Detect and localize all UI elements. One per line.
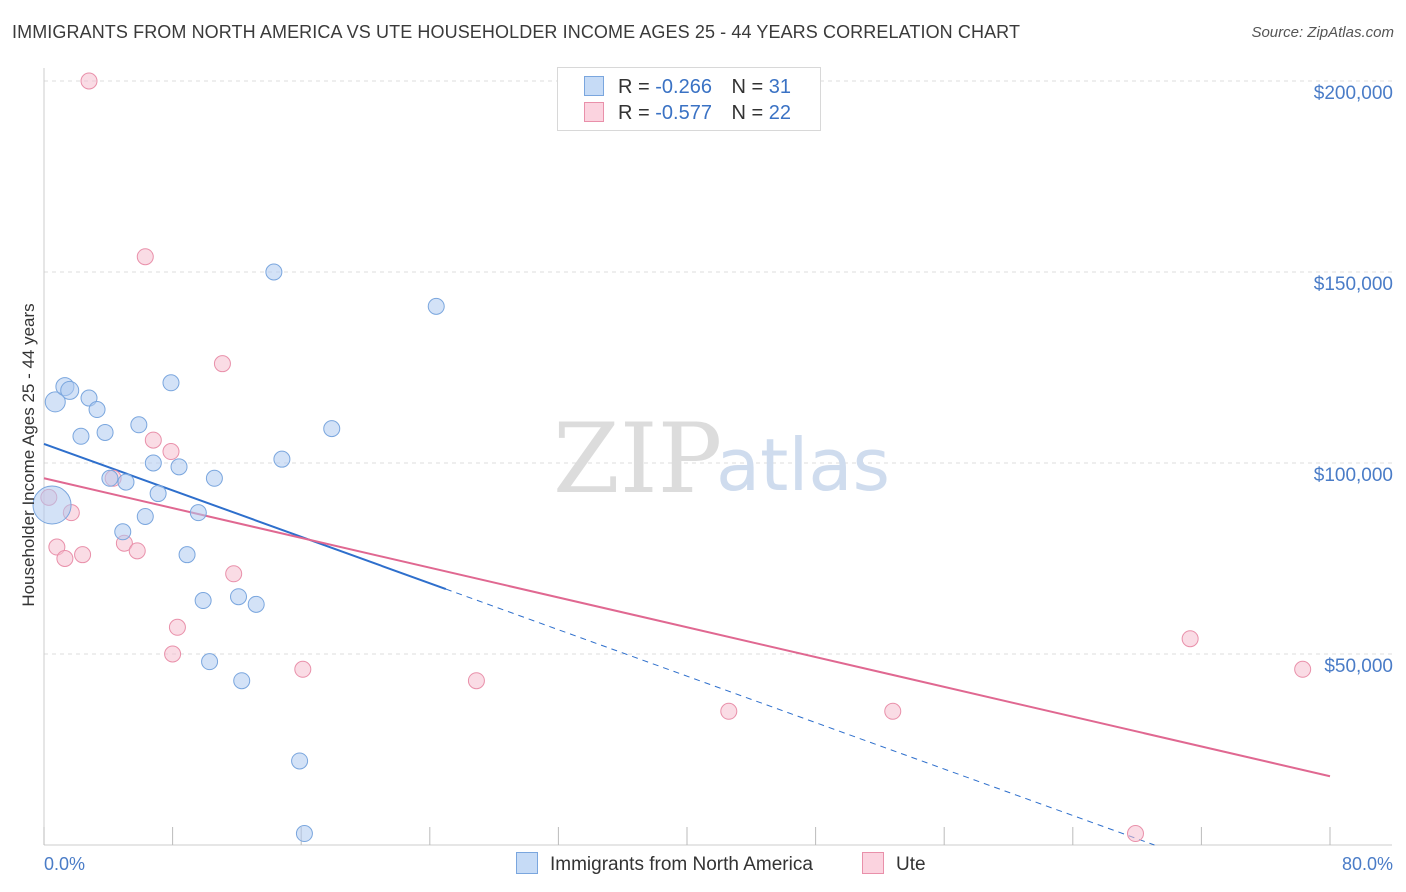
legend: R = -0.266 N = 31 R = -0.577 N = 22	[557, 67, 821, 131]
chart-title: IMMIGRANTS FROM NORTH AMERICA VS UTE HOU…	[12, 22, 1021, 42]
y-tick-label-0: $50,000	[1324, 656, 1393, 677]
immigrants-point-25	[273, 450, 291, 468]
ute-point-17	[467, 672, 485, 690]
ute-point-20	[1126, 825, 1144, 843]
immigrants-point-20	[205, 469, 223, 487]
ute-point-11	[162, 443, 180, 461]
bottom-legend-label-immigrants: Immigrants from North America	[550, 854, 813, 875]
ute-point-10	[144, 431, 162, 449]
legend-n-value-2: 22	[768, 102, 792, 124]
legend-n-label-2: N =	[731, 102, 764, 124]
immigrants-point-27	[295, 825, 313, 843]
legend-swatch-ute	[584, 102, 604, 122]
immigrants-point-11	[136, 507, 154, 525]
ute-point-9	[136, 248, 154, 266]
trend-line-immigrants-extension	[445, 588, 1155, 846]
y-tick-label-2: $150,000	[1314, 274, 1393, 295]
bottom-legend-immigrants: Immigrants from North America	[516, 852, 813, 876]
immigrants-point-12	[144, 454, 162, 472]
ute-point-12	[164, 645, 182, 663]
legend-r-label-2: R =	[618, 102, 650, 124]
trend-lines	[43, 442, 1331, 846]
immigrants-point-18	[194, 592, 212, 610]
y-tick-label-1: $100,000	[1314, 465, 1393, 486]
grid-lines	[44, 80, 1392, 655]
y-tick-labels: $50,000 $100,000 $150,000 $200,000	[1314, 83, 1393, 677]
watermark-atlas: atlas	[716, 423, 890, 507]
immigrants-point-4	[72, 427, 90, 445]
bottom-legend-label-ute: Ute	[896, 854, 926, 875]
ute-point-8	[128, 542, 146, 560]
trend-line-ute	[43, 477, 1331, 778]
ute-point-5	[80, 72, 98, 90]
watermark-zip: ZIP	[553, 403, 722, 515]
immigrants-point-8	[101, 469, 119, 487]
source-label: Source: ZipAtlas.com	[1251, 24, 1394, 41]
x-tick-labels: 0.0% 80.0%	[44, 854, 1393, 874]
watermark: ZIP atlas	[553, 403, 890, 515]
legend-swatch-immigrants	[584, 76, 604, 96]
immigrants-point-13	[149, 485, 167, 503]
legend-n-value-1: 31	[768, 76, 792, 98]
legend-row-immigrants: R = -0.266 N = 31	[584, 76, 791, 100]
x-tick-label-0: 0.0%	[44, 854, 85, 874]
immigrants-point-10	[130, 416, 148, 434]
immigrants-point-3	[60, 380, 80, 400]
ute-point-21	[1181, 630, 1199, 648]
immigrants-point-9	[117, 473, 135, 491]
ute-point-18	[720, 702, 738, 720]
data-points	[32, 72, 1312, 843]
immigrants-point-29	[427, 297, 445, 315]
immigrants-point-7	[96, 423, 114, 441]
bottom-legend-swatch-immigrants	[516, 852, 538, 874]
immigrants-point-6	[88, 401, 106, 419]
ute-point-2	[56, 550, 74, 567]
immigrants-point-16	[178, 546, 196, 564]
immigrants-point-30	[114, 523, 132, 541]
legend-r-value-2: -0.577	[655, 102, 712, 124]
y-axis-label: Householder Income Ages 25 - 44 years	[19, 303, 38, 606]
ute-point-13	[168, 618, 186, 636]
immigrants-point-1	[44, 391, 66, 413]
immigrants-point-17	[189, 504, 207, 522]
x-tick-label-1: 80.0%	[1342, 854, 1393, 874]
ute-point-14	[213, 355, 231, 373]
immigrants-point-14	[162, 374, 180, 392]
immigrants-point-26	[291, 752, 309, 770]
ute-point-15	[225, 565, 243, 583]
legend-n-label-1: N =	[731, 76, 764, 98]
immigrants-point-19	[201, 653, 219, 671]
legend-row-ute: R = -0.577 N = 22	[584, 102, 791, 126]
immigrants-point-21	[230, 588, 248, 606]
immigrants-point-0	[32, 485, 72, 525]
legend-r-label-1: R =	[618, 76, 650, 98]
y-tick-label-3: $200,000	[1314, 83, 1393, 104]
legend-r-value-1: -0.266	[655, 76, 712, 98]
immigrants-point-22	[233, 672, 251, 690]
immigrants-point-15	[170, 458, 188, 476]
ute-point-19	[884, 702, 902, 720]
ute-point-22	[1294, 660, 1312, 678]
ute-point-4	[74, 546, 92, 564]
immigrants-point-23	[247, 595, 265, 613]
trend-line-immigrants	[43, 442, 447, 591]
immigrants-point-24	[265, 263, 283, 281]
ute-point-16	[294, 660, 312, 678]
immigrants-point-28	[323, 420, 341, 438]
bottom-legend-swatch-ute	[862, 852, 884, 874]
bottom-legend-ute: Ute	[862, 852, 926, 876]
